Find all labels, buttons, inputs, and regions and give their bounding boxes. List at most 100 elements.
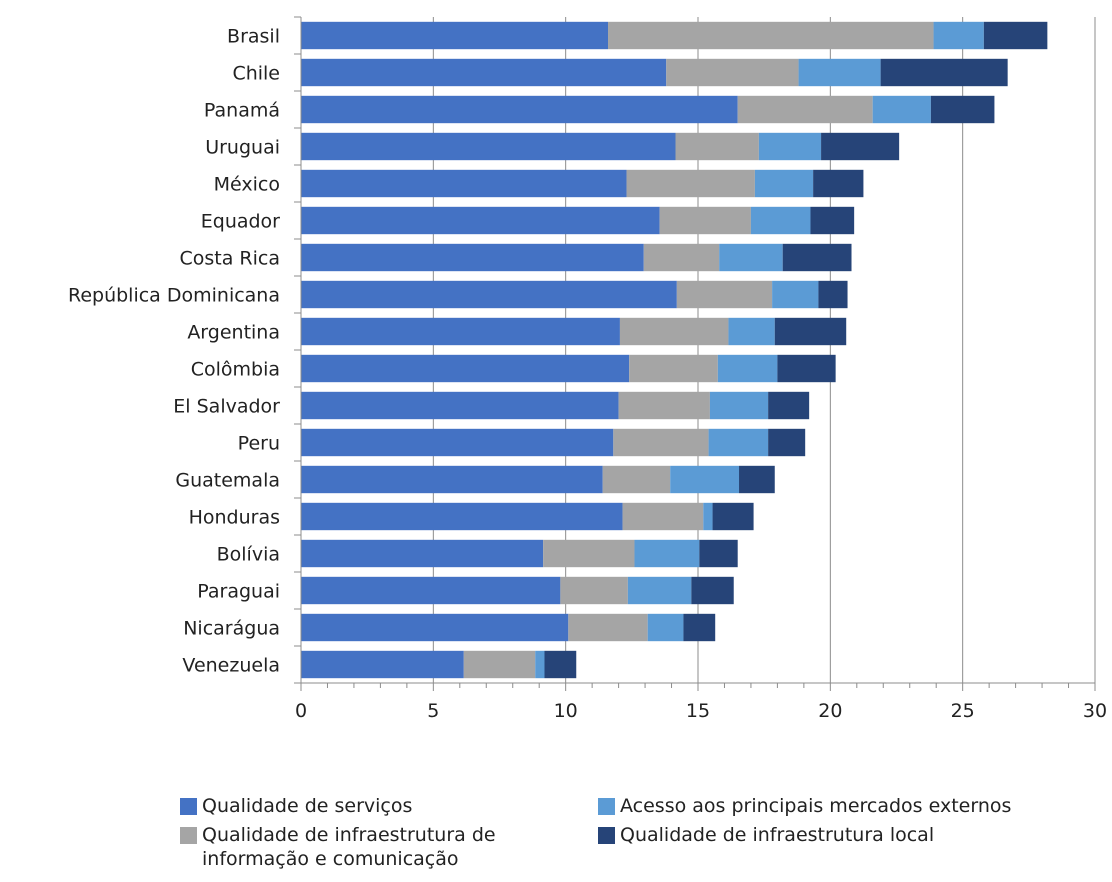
bar-segment [683, 613, 716, 642]
bar-segment [622, 502, 704, 531]
bar-segment [627, 576, 692, 605]
bar-segment [301, 502, 623, 531]
category-label: Venezuela [182, 655, 280, 677]
legend-swatch [598, 827, 615, 844]
bar-segment [618, 391, 710, 420]
bar-segment [568, 613, 648, 642]
bar-segment [768, 391, 810, 420]
legend-item-infraestrutura-local: Qualidade de infraestrutura local [598, 823, 1108, 847]
bar-segment [717, 354, 778, 383]
bar-segment [670, 465, 740, 494]
bar-segment [629, 354, 718, 383]
category-label: Chile [232, 63, 280, 85]
bar-segment [301, 317, 620, 346]
legend-label: Qualidade de infraestrutura de informaçã… [202, 824, 496, 870]
category-label: Bolívia [217, 544, 280, 566]
x-tick-label: 5 [427, 700, 439, 722]
bar-segment [543, 539, 635, 568]
bar-segment [301, 95, 738, 124]
category-label: Honduras [189, 507, 280, 529]
category-label: El Salvador [173, 396, 280, 418]
category-label: Paraguai [197, 581, 280, 603]
bar-segment [728, 317, 775, 346]
bar-segment [666, 58, 799, 87]
x-tick-label: 15 [686, 700, 710, 722]
bar-segment [613, 428, 709, 457]
bar-segment [301, 650, 464, 679]
bar-segment [933, 21, 984, 50]
category-label: Brasil [227, 26, 280, 48]
bar-segment [691, 576, 734, 605]
legend-item-qualidade-servicos: Qualidade de serviços [180, 794, 560, 818]
legend-label: Qualidade de serviços [202, 795, 413, 817]
bar-segment [643, 243, 720, 272]
bar-segment [768, 428, 806, 457]
bar-segment [810, 206, 855, 235]
bar-segment [782, 243, 852, 272]
bar-segment [813, 169, 864, 198]
category-label: Colômbia [191, 359, 280, 381]
bar-segment [708, 428, 769, 457]
bar-segment [535, 650, 545, 679]
category-label: Uruguai [205, 137, 280, 159]
bar-segment [699, 539, 738, 568]
category-label: Nicarágua [183, 618, 280, 640]
bar-segment [872, 95, 931, 124]
bar-segment [301, 280, 677, 309]
legend-label: Acesso aos principais mercados externos [620, 795, 1012, 817]
bar-segment [301, 465, 603, 494]
bar-segment [301, 58, 667, 87]
bar-segment [301, 354, 630, 383]
x-tick-label: 10 [554, 700, 578, 722]
bar-segment [798, 58, 881, 87]
bar-segment [301, 539, 544, 568]
bar-segment [676, 280, 773, 309]
category-label: Panamá [204, 100, 280, 122]
bar-segment [602, 465, 671, 494]
bar-segment [659, 206, 751, 235]
bar-segment [774, 317, 847, 346]
x-tick-label: 25 [951, 700, 975, 722]
bar-segment [544, 650, 577, 679]
bar-segment [880, 58, 1008, 87]
bar-segment [983, 21, 1048, 50]
category-label: Peru [238, 433, 280, 455]
chart-legend: Qualidade de serviços Acesso aos princip… [180, 790, 1110, 880]
legend-item-infraestrutura-informacao: Qualidade de infraestrutura de informaçã… [180, 823, 575, 871]
bar-segment [818, 280, 848, 309]
bar-segment [750, 206, 811, 235]
bar-segment [301, 428, 614, 457]
stacked-bar-chart: Brasil Chile Panamá Uruguai México Equador Cos… [68, 16, 1107, 722]
legend-swatch [180, 798, 197, 815]
bar-segment [930, 95, 995, 124]
legend-swatch [598, 798, 615, 815]
bar-segment [754, 169, 814, 198]
bar-segment [777, 354, 836, 383]
bar-segment [703, 502, 713, 531]
legend-swatch [180, 827, 197, 844]
bar-segment [301, 169, 627, 198]
bar-segment [675, 132, 759, 161]
bar-segment [608, 21, 934, 50]
bar-segment [301, 206, 660, 235]
x-tick-label: 0 [295, 700, 307, 722]
x-tick-label: 20 [818, 700, 842, 722]
bar-segment [301, 576, 561, 605]
legend-item-acesso-mercados: Acesso aos principais mercados externos [598, 794, 1108, 818]
bar-segment [719, 243, 783, 272]
bar-segment [619, 317, 729, 346]
category-label: República Dominicana [68, 285, 280, 307]
category-label: Guatemala [175, 470, 280, 492]
bar-segment [758, 132, 822, 161]
bar-segment [301, 132, 676, 161]
category-label: Argentina [187, 322, 280, 344]
bar-segment [463, 650, 536, 679]
bar-segment [301, 243, 644, 272]
bar-segment [709, 391, 769, 420]
bar-segment [821, 132, 900, 161]
bar-segment [560, 576, 628, 605]
category-label: México [214, 174, 280, 196]
bar-segment [634, 539, 700, 568]
bar-segment [647, 613, 684, 642]
bar-segment [301, 613, 569, 642]
